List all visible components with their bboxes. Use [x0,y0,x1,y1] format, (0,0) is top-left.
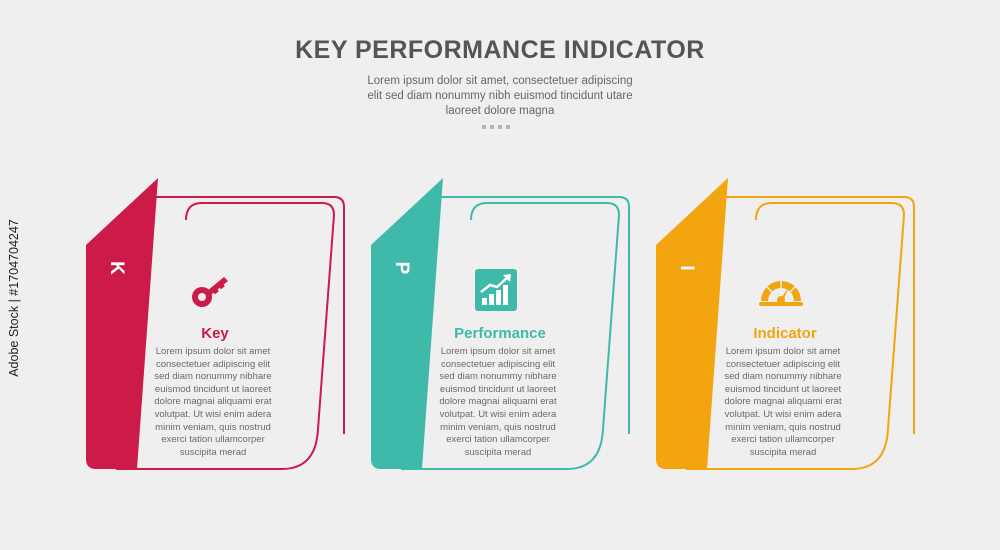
desc-line: consectetuer adipiscing elit [725,358,841,370]
desc-line: suscipita merad [464,446,532,458]
stock-id-text: Adobe Stock | #1704704247 [7,219,21,377]
card-label: Performance [454,325,546,342]
growth-chart-icon [473,267,519,313]
desc-line: sed diam nonummy nibhare [439,371,557,383]
page-subtitle: Lorem ipsum dolor sit amet, consectetuer… [340,74,660,119]
desc-line: Lorem ipsum dolor sit amet [725,346,841,357]
desc-line: euismod tincidunt ut laoreet [439,383,557,395]
subtitle-line: Lorem ipsum dolor sit amet, consectetuer… [367,75,633,87]
card-letter: P [391,261,412,275]
desc-line: Lorem ipsum dolor sit amet [440,346,556,357]
desc-line: minim veniam, quis nostrud [725,421,841,433]
card-description: Lorem ipsum dolor sit amet consectetuer … [150,346,276,459]
desc-line: euismod tincidunt ut laoreet [154,383,272,395]
subtitle-line: laoreet dolore magna [445,105,555,117]
kpi-card-key: K Key Lorem ipsum dolor sit amet consect… [86,175,356,475]
desc-line: dolore magnai aliquami erat [439,396,557,408]
desc-line: volutpat. Ut wisi enim adera [724,408,842,420]
desc-line: dolore magnai aliquami erat [154,396,272,408]
key-icon [188,267,234,313]
desc-line: minim veniam, quis nostrud [440,421,556,433]
card-description: Lorem ipsum dolor sit amet consectetuer … [720,346,846,459]
desc-line: sed diam nonummy nibhare [724,371,842,383]
desc-line: euismod tincidunt ut laoreet [724,383,842,395]
desc-line: exerci tation ullamcorper [161,434,265,446]
desc-line: exerci tation ullamcorper [446,434,550,446]
card-frame [371,178,630,470]
kpi-card-performance: P Performance Lorem ipsum dolor sit amet… [371,175,641,475]
desc-line: consectetuer adipiscing elit [440,358,556,370]
desc-line: minim veniam, quis nostrud [155,421,271,433]
card-frame [86,178,345,470]
card-letter: I [676,265,697,271]
page-title: KEY PERFORMANCE INDICATOR [295,36,705,64]
gauge-icon [758,267,804,313]
card-letter: K [106,261,127,275]
card-frame [656,178,915,470]
card-label: Indicator [753,325,817,342]
desc-line: suscipita merad [749,446,817,458]
desc-line: volutpat. Ut wisi enim adera [439,408,557,420]
desc-line: exerci tation ullamcorper [731,434,835,446]
subtitle-line: elit sed diam nonummy nibh euismod tinci… [367,90,633,102]
kpi-card-indicator: I Indicator Lorem ipsum dolor sit amet c… [656,175,926,475]
desc-line: volutpat. Ut wisi enim adera [154,408,272,420]
desc-line: dolore magnai aliquami erat [724,396,842,408]
desc-line: suscipita merad [179,446,247,458]
desc-line: Lorem ipsum dolor sit amet [155,346,271,357]
card-description: Lorem ipsum dolor sit amet consectetuer … [435,346,561,459]
separator-dots [482,125,510,129]
card-label: Key [201,325,229,342]
desc-line: sed diam nonummy nibhare [154,371,272,383]
desc-line: consectetuer adipiscing elit [155,358,271,370]
